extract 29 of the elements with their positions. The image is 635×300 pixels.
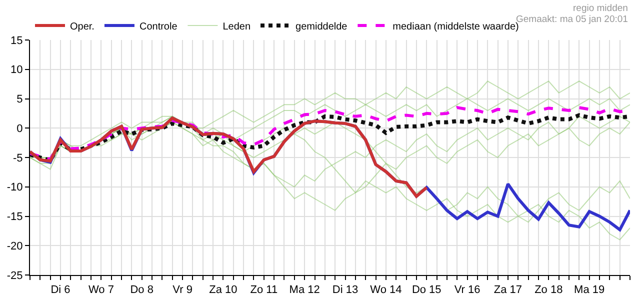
x-tick-label: Vr 16 [454,284,480,296]
legend-label: Controle [139,21,178,32]
x-tick-label: Di 6 [50,284,70,296]
y-tick-label: 10 [10,64,23,76]
y-tick-label: 5 [16,94,23,106]
y-tick-label: -25 [6,270,23,282]
x-tick-label: Wo 7 [88,284,114,296]
x-tick-label: Vr 9 [172,284,192,296]
legend-label: gemiddelde [296,21,348,32]
x-tick-label: Di 13 [332,284,358,296]
y-tick-label: -5 [13,152,23,164]
x-tick-label: Ma 19 [574,284,605,296]
x-tick-label: Za 17 [494,284,522,296]
y-tick-label: -10 [6,182,23,194]
legend-label: Leden [222,21,251,32]
x-tick-label: Ma 12 [289,284,320,296]
x-tick-label: Do 8 [130,284,154,296]
y-tick-label: 15 [10,34,23,47]
x-tick-label: Zo 18 [534,284,563,296]
legend-label: mediaan (middelste waarde) [392,21,519,32]
x-tick-label: Za 10 [209,284,238,296]
text: regio midden [573,3,628,14]
x-tick-label: Wo 14 [370,284,402,296]
y-tick-label: 0 [16,122,23,135]
x-tick-label: Zo 11 [250,284,278,296]
legend-label: Oper. [70,21,94,32]
y-tick-label: -20 [6,240,23,252]
x-tick-label: Do 15 [412,284,442,296]
y-tick-label: -15 [6,211,23,224]
